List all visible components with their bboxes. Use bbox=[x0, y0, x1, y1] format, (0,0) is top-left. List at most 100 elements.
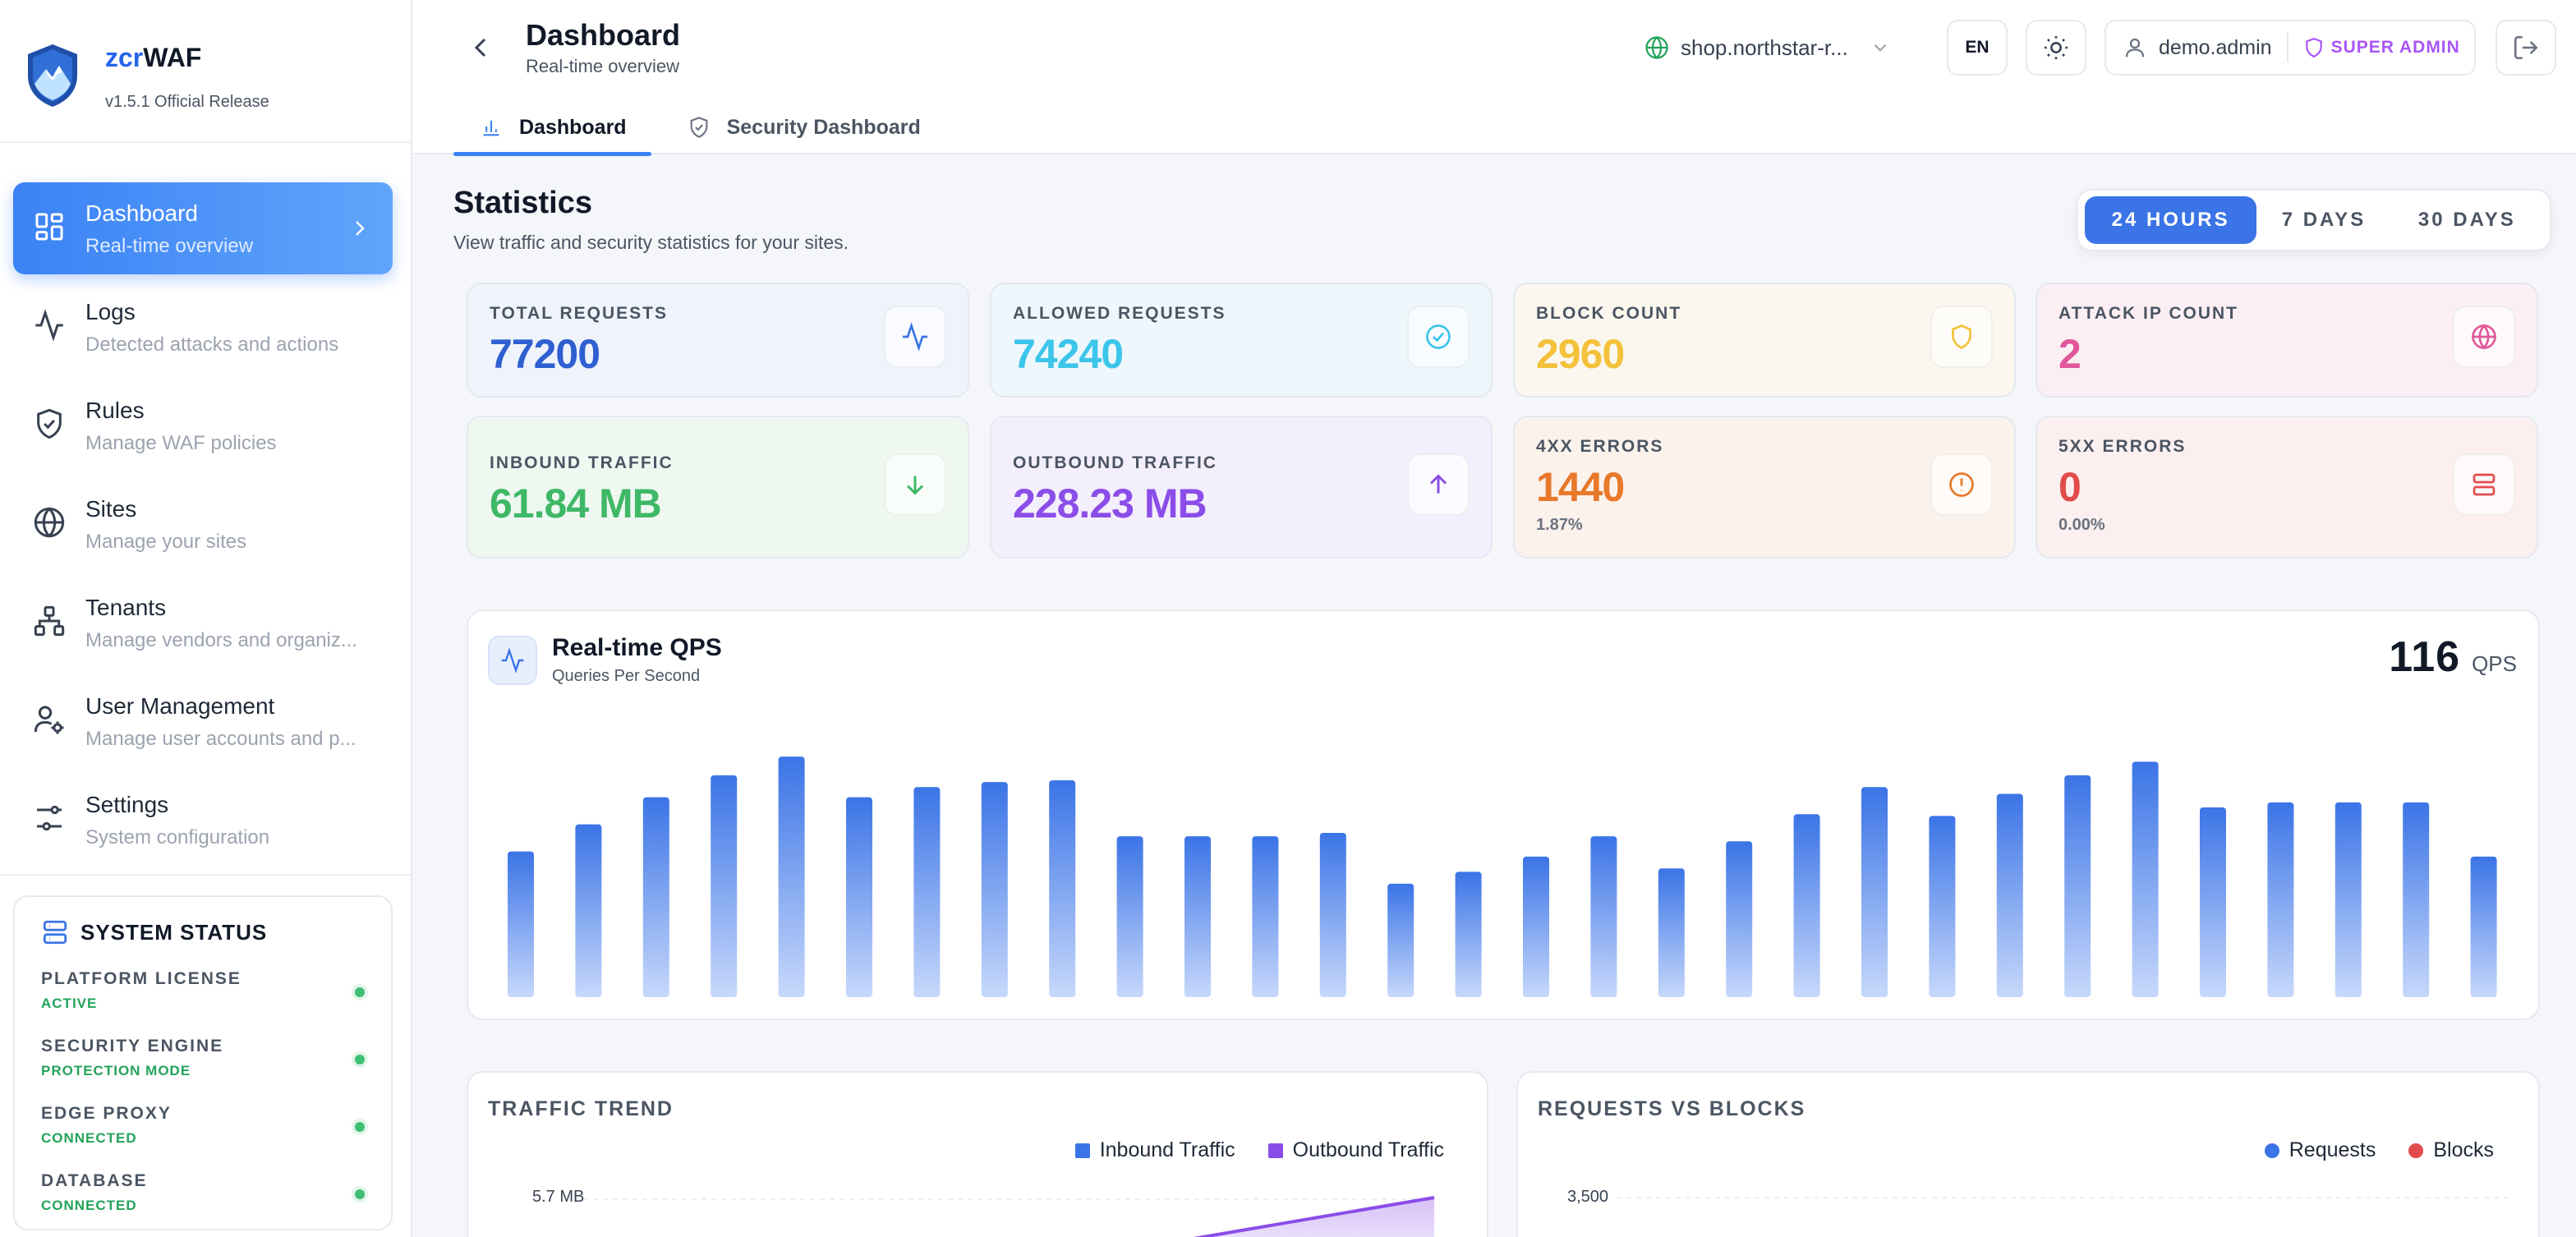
qps-bar[interactable] bbox=[1861, 787, 1888, 997]
legend-label[interactable]: Blocks bbox=[2433, 1138, 2494, 1161]
sidebar-item-tenants[interactable]: Tenants Manage vendors and organiz... bbox=[13, 577, 393, 669]
qps-bar[interactable] bbox=[1590, 836, 1617, 997]
range-24-hours-button[interactable]: 24 HOURS bbox=[2085, 196, 2257, 244]
sun-icon bbox=[2044, 35, 2068, 60]
system-status-card: SYSTEM STATUS PLATFORM LICENSE ACTIVE SE… bbox=[13, 895, 393, 1230]
status-label: EDGE PROXY bbox=[41, 1104, 172, 1123]
qps-bar[interactable] bbox=[2267, 802, 2294, 997]
range-30-days-button[interactable]: 30 DAYS bbox=[2417, 209, 2516, 231]
arrow-up-icon bbox=[1429, 474, 1447, 494]
qps-bar[interactable] bbox=[2064, 775, 2091, 997]
sidebar-item-logs[interactable]: Logs Detected attacks and actions bbox=[13, 281, 393, 373]
sidebar-item-rules[interactable]: Rules Manage WAF policies bbox=[13, 379, 393, 471]
username: demo.admin bbox=[2159, 35, 2272, 59]
arrow-down-icon bbox=[906, 476, 924, 495]
legend-label[interactable]: Inbound Traffic bbox=[1099, 1138, 1235, 1161]
user-icon bbox=[2125, 38, 2145, 57]
status-label: DATABASE bbox=[41, 1171, 148, 1190]
qps-bar[interactable] bbox=[1929, 816, 1956, 997]
brand-name: zcrWAF bbox=[105, 43, 202, 72]
tab-dashboard[interactable]: Dashboard bbox=[453, 100, 651, 156]
brand[interactable]: zcrWAF v1.5.1 Official Release bbox=[23, 41, 269, 112]
sidebar-item-dashboard[interactable]: Dashboard Real-time overview bbox=[13, 182, 393, 274]
sidebar-item-user-management[interactable]: User Management Manage user accounts and… bbox=[13, 675, 393, 767]
stat-icon-box bbox=[1407, 306, 1470, 368]
language-button[interactable]: EN bbox=[1947, 20, 2008, 76]
qps-bar[interactable] bbox=[1387, 883, 1414, 997]
divider bbox=[2286, 33, 2288, 62]
qps-bar[interactable] bbox=[846, 797, 872, 997]
status-value: CONNECTED bbox=[41, 1198, 137, 1213]
server-icon bbox=[43, 920, 67, 945]
qps-bar[interactable] bbox=[913, 787, 941, 997]
qps-bar[interactable] bbox=[1996, 793, 2023, 998]
qps-bar[interactable] bbox=[711, 775, 738, 997]
qps-bar[interactable] bbox=[1319, 832, 1346, 997]
qps-bar[interactable] bbox=[2334, 802, 2362, 997]
requests-vs-blocks-chart bbox=[1617, 1197, 2512, 1198]
qps-bar[interactable] bbox=[642, 797, 669, 997]
user-menu[interactable]: demo.admin SUPER ADMIN bbox=[2104, 20, 2476, 76]
qps-bar[interactable] bbox=[2470, 856, 2497, 997]
activity-icon bbox=[903, 322, 927, 352]
status-label: PLATFORM LICENSE bbox=[41, 969, 242, 988]
status-dot bbox=[355, 1189, 365, 1199]
stat-icon-box bbox=[1930, 453, 1993, 516]
theme-toggle-button[interactable] bbox=[2026, 20, 2086, 76]
qps-bar[interactable] bbox=[1658, 868, 1685, 997]
status-dot bbox=[355, 1122, 365, 1132]
legend-label[interactable]: Requests bbox=[2288, 1138, 2376, 1161]
stat-card-attack-ip-count: ATTACK IP COUNT 2 bbox=[2036, 283, 2538, 398]
tab-security-dashboard[interactable]: Security Dashboard bbox=[661, 100, 945, 154]
system-status-title: SYSTEM STATUS bbox=[80, 919, 268, 945]
brand-version: v1.5.1 Official Release bbox=[105, 93, 269, 111]
time-range-selector: 24 HOURS 7 DAYS 30 DAYS bbox=[2077, 189, 2551, 251]
qps-bar[interactable] bbox=[981, 782, 1008, 997]
stat-value: 0 bbox=[2058, 464, 2082, 510]
qps-bar[interactable] bbox=[508, 851, 534, 997]
qps-bar[interactable] bbox=[2132, 761, 2159, 997]
page-title: Dashboard bbox=[526, 18, 681, 52]
stat-value: 1440 bbox=[1536, 464, 1625, 510]
dashboard-icon bbox=[35, 213, 63, 241]
system-status-header: SYSTEM STATUS bbox=[41, 918, 365, 946]
qps-bar[interactable] bbox=[778, 756, 805, 997]
qps-bar[interactable] bbox=[1523, 856, 1549, 997]
qps-subtitle: Queries Per Second bbox=[552, 667, 701, 685]
bar-chart-icon bbox=[483, 120, 499, 136]
requests-vs-blocks-card: REQUESTS VS BLOCKS Requests Blocks 3,500 bbox=[1516, 1071, 2540, 1237]
qps-bar[interactable] bbox=[1116, 836, 1143, 997]
logout-button[interactable] bbox=[2496, 20, 2556, 76]
range-7-days-button[interactable]: 7 DAYS bbox=[2281, 209, 2367, 231]
traffic-trend-card: TRAFFIC TREND Inbound Traffic Outbound T… bbox=[467, 1071, 1488, 1237]
qps-bar[interactable] bbox=[1455, 871, 1482, 997]
qps-bar[interactable] bbox=[1252, 836, 1279, 997]
sidebar-item-sites[interactable]: Sites Manage your sites bbox=[13, 478, 393, 570]
qps-bar[interactable] bbox=[2200, 807, 2226, 997]
qps-bar[interactable] bbox=[575, 824, 602, 997]
qps-bar[interactable] bbox=[1793, 814, 1820, 997]
stat-card-block-count: BLOCK COUNT 2960 bbox=[1513, 283, 2016, 398]
shield-icon bbox=[2305, 38, 2322, 58]
chart-legend: Inbound Traffic Outbound Traffic bbox=[1074, 1138, 1444, 1162]
tab-label: Security Dashboard bbox=[726, 115, 921, 139]
globe-icon bbox=[1645, 35, 1668, 60]
legend-label[interactable]: Outbound Traffic bbox=[1292, 1138, 1444, 1161]
status-row-security-engine: SECURITY ENGINE PROTECTION MODE bbox=[41, 1037, 365, 1081]
sidebar-item-title: Logs bbox=[85, 299, 136, 324]
site-selector[interactable]: shop.northstar-r... bbox=[1644, 21, 1924, 74]
shield-icon bbox=[1952, 324, 1971, 350]
chevron-down-icon bbox=[1874, 44, 1887, 52]
qps-bar[interactable] bbox=[1049, 780, 1076, 997]
qps-bar[interactable] bbox=[1184, 836, 1211, 997]
qps-chart-card: Real-time QPS Queries Per Second 116 QPS bbox=[467, 609, 2540, 1020]
stat-label: TOTAL REQUESTS bbox=[490, 304, 669, 323]
qps-bar[interactable] bbox=[2403, 802, 2430, 997]
qps-bar[interactable] bbox=[1726, 841, 1753, 997]
stat-percent: 1.87% bbox=[1536, 516, 1583, 534]
status-value: CONNECTED bbox=[41, 1130, 137, 1146]
qps-title: Real-time QPS bbox=[552, 634, 722, 661]
back-icon[interactable] bbox=[467, 31, 496, 64]
qps-bar-chart bbox=[508, 756, 2497, 998]
sidebar-item-settings[interactable]: Settings System configuration bbox=[13, 774, 393, 866]
